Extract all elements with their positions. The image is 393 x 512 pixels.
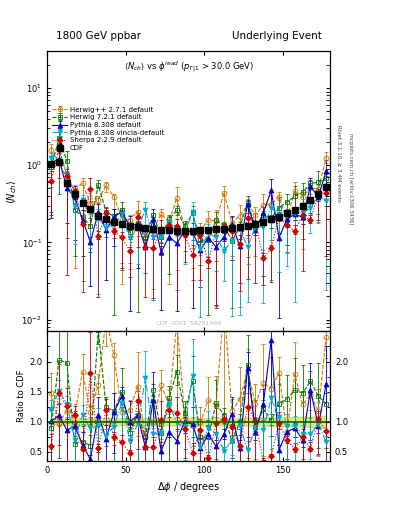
Text: CDF_2001_S4251469: CDF_2001_S4251469 bbox=[156, 320, 222, 326]
Text: 1800 GeV ppbar: 1800 GeV ppbar bbox=[56, 31, 141, 41]
X-axis label: $\Delta\phi$ / degrees: $\Delta\phi$ / degrees bbox=[157, 480, 220, 494]
Text: Rivet 3.1.10, ≥ 3.4M events: Rivet 3.1.10, ≥ 3.4M events bbox=[336, 125, 341, 202]
Text: mcplots.cern.ch [arXiv:1306.3436]: mcplots.cern.ch [arXiv:1306.3436] bbox=[348, 134, 353, 225]
Text: $\langle N_{ch} \rangle$ vs $\phi^{lead}$ $(p_{T|1}$ > 30.0 GeV): $\langle N_{ch} \rangle$ vs $\phi^{lead}… bbox=[124, 59, 253, 75]
Legend: Herwig++ 2.7.1 default, Herwig 7.2.1 default, Pythia 8.308 default, Pythia 8.308: Herwig++ 2.7.1 default, Herwig 7.2.1 def… bbox=[51, 105, 166, 153]
Text: Underlying Event: Underlying Event bbox=[232, 31, 321, 41]
Y-axis label: Ratio to CDF: Ratio to CDF bbox=[17, 370, 26, 422]
Y-axis label: $\langle N_{ch} \rangle$: $\langle N_{ch} \rangle$ bbox=[5, 179, 19, 204]
